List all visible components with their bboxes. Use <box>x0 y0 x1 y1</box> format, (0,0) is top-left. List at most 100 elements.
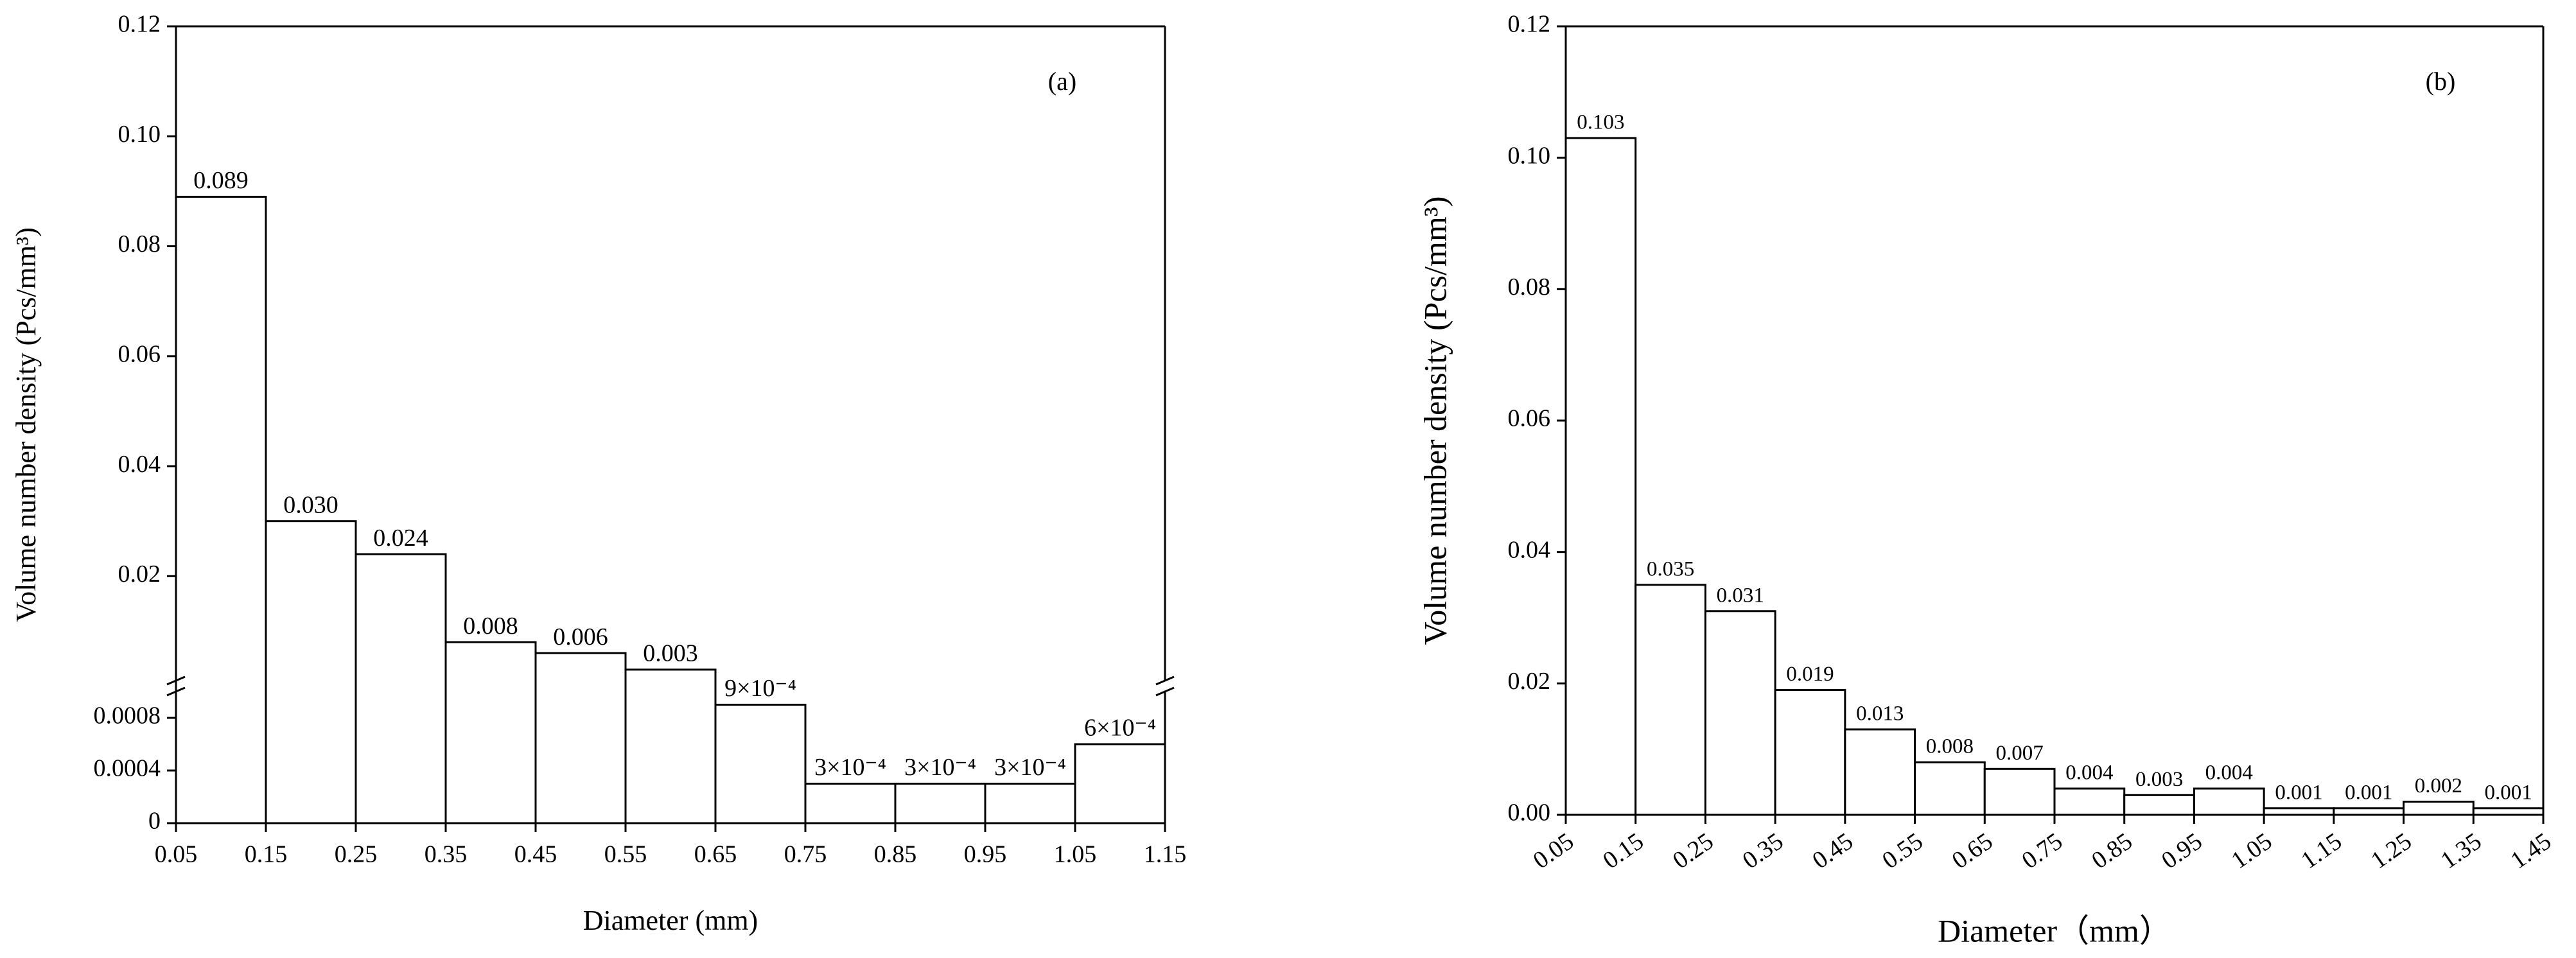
bar <box>265 520 357 824</box>
value-label: 0.024 <box>373 525 428 552</box>
x-tick-label: 1.05 <box>2227 828 2277 875</box>
bar <box>1634 584 1706 816</box>
x-axis-title: Diameter (mm) <box>583 905 758 936</box>
x-tick-label: 0.85 <box>874 841 917 868</box>
bar <box>894 783 986 824</box>
value-label: 0.103 <box>1577 111 1624 134</box>
bar <box>1774 689 1846 816</box>
value-label: 0.006 <box>553 623 608 650</box>
y-tick-label: 0.04 <box>1508 536 1551 563</box>
x-tick-label: 0.45 <box>1807 828 1858 875</box>
y-tick-label: 0.08 <box>118 231 161 257</box>
bar <box>2053 787 2126 816</box>
x-tick-label: 0.95 <box>2157 828 2207 875</box>
x-tick-label: 1.15 <box>2296 828 2347 875</box>
value-label: 0.089 <box>193 167 249 194</box>
y-tick-label: 0.06 <box>1508 405 1551 432</box>
value-label: 0.013 <box>1856 702 1904 726</box>
x-tick-label: 1.35 <box>2436 828 2487 875</box>
x-tick-label: 0.75 <box>784 841 827 868</box>
x-tick-label: 0.75 <box>2017 828 2068 875</box>
bar <box>714 704 807 824</box>
value-label: 3×10⁻⁴ <box>814 754 886 781</box>
x-tick-label: 0.05 <box>155 841 198 868</box>
axis-break <box>1155 686 1175 697</box>
x-tick-label: 0.65 <box>694 841 737 868</box>
y-tick-label: 0.08 <box>1508 274 1551 300</box>
y-tick-label: 0.02 <box>118 561 161 588</box>
bar <box>444 641 537 824</box>
y-tick-label: 0.12 <box>118 11 161 38</box>
value-label: 6×10⁻⁴ <box>1084 715 1156 742</box>
bar <box>355 553 447 824</box>
value-label: 0.001 <box>2345 781 2392 804</box>
bar <box>2403 801 2475 816</box>
bar <box>2333 807 2405 816</box>
x-tick-label: 0.15 <box>1598 828 1649 875</box>
bar <box>1704 610 1776 816</box>
y-tick-label: 0.04 <box>118 451 161 478</box>
y-tick-label: 0.10 <box>118 121 161 148</box>
value-label: 9×10⁻⁴ <box>724 675 796 702</box>
y-tick-label: 0.02 <box>1508 668 1551 695</box>
x-tick-label: 0.65 <box>1947 828 1998 875</box>
y-axis-title: Volume number density (Pcs/mm³) <box>1417 196 1453 645</box>
bar <box>1074 743 1166 824</box>
panel-label: (b) <box>2426 67 2456 96</box>
bar <box>2263 807 2335 816</box>
value-label: 0.031 <box>1717 584 1764 607</box>
x-tick-label: 0.85 <box>2087 828 2137 875</box>
x-tick-label: 0.25 <box>335 841 378 868</box>
bar <box>175 195 267 824</box>
axis-break <box>166 675 186 686</box>
y-tick-label: 0.06 <box>118 341 161 368</box>
x-tick-label: 0.15 <box>245 841 288 868</box>
bar <box>2193 787 2265 816</box>
x-tick-label: 0.45 <box>514 841 557 868</box>
x-tick-label: 1.25 <box>2366 828 2417 875</box>
y-tick-label: 0.0004 <box>94 755 161 782</box>
x-tick-label: 0.25 <box>1668 828 1719 875</box>
value-label: 3×10⁻⁴ <box>994 754 1066 781</box>
value-label: 0.035 <box>1647 557 1694 580</box>
value-label: 0.001 <box>2485 781 2532 804</box>
value-label: 0.019 <box>1786 663 1834 686</box>
bar <box>804 783 897 824</box>
value-label: 0.007 <box>1996 742 2044 765</box>
y-tick-label: 0.10 <box>1508 142 1551 169</box>
value-label: 0.004 <box>2205 762 2253 785</box>
y-tick-label: 0.12 <box>1508 11 1551 38</box>
value-label: 0.003 <box>2135 768 2183 791</box>
x-tick-label: 1.05 <box>1054 841 1097 868</box>
bar <box>534 652 627 824</box>
x-tick-label: 1.15 <box>1144 841 1187 868</box>
x-tick-label: 0.95 <box>964 841 1007 868</box>
bar <box>2472 807 2545 816</box>
value-label: 0.001 <box>2275 781 2322 804</box>
bar <box>984 783 1076 824</box>
x-tick-label: 0.35 <box>1738 828 1789 875</box>
x-axis-title: Diameter（mm） <box>1938 912 2171 948</box>
bar <box>624 668 717 824</box>
value-label: 0.002 <box>2415 774 2462 797</box>
y-tick-label: 0.0008 <box>94 702 161 729</box>
bar <box>1844 728 1916 816</box>
bar <box>1914 761 1986 816</box>
value-label: 0.008 <box>463 613 518 640</box>
bar <box>1564 137 1637 816</box>
value-label: 0.008 <box>1926 735 1974 758</box>
axis-break <box>1155 675 1175 686</box>
x-tick-label: 0.55 <box>604 841 647 868</box>
x-tick-label: 0.55 <box>1877 828 1928 875</box>
x-tick-label: 1.45 <box>2506 828 2557 875</box>
value-label: 0.030 <box>283 491 338 518</box>
y-axis-title: Volume number density (Pcs/mm³) <box>10 227 42 622</box>
y-tick-label: 0.00 <box>1508 799 1551 826</box>
axis-break <box>166 686 186 697</box>
panel-label: (a) <box>1048 67 1076 96</box>
value-label: 3×10⁻⁴ <box>904 754 976 781</box>
x-tick-label: 0.05 <box>1529 828 1579 875</box>
x-tick-label: 0.35 <box>425 841 468 868</box>
